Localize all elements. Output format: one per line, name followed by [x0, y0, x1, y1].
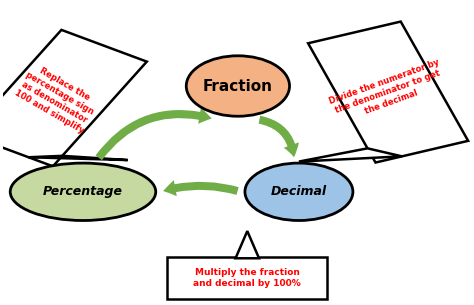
- Polygon shape: [236, 231, 259, 258]
- Ellipse shape: [10, 163, 156, 221]
- Polygon shape: [299, 148, 402, 162]
- Polygon shape: [308, 22, 468, 163]
- FancyBboxPatch shape: [167, 257, 327, 299]
- Text: Percentage: Percentage: [43, 185, 123, 198]
- Ellipse shape: [186, 56, 290, 116]
- Ellipse shape: [245, 163, 353, 221]
- Polygon shape: [28, 156, 128, 160]
- Text: Decimal: Decimal: [271, 185, 327, 198]
- Text: Multiply the fraction
and decimal by 100%: Multiply the fraction and decimal by 100…: [193, 268, 301, 288]
- Text: Divide the numerator by
the denominator to get
the decimal: Divide the numerator by the denominator …: [328, 58, 448, 126]
- Polygon shape: [0, 30, 147, 166]
- Text: Replace the
percentage sign
as denominator
100 and simplify: Replace the percentage sign as denominat…: [13, 61, 101, 135]
- Text: Fraction: Fraction: [203, 78, 273, 94]
